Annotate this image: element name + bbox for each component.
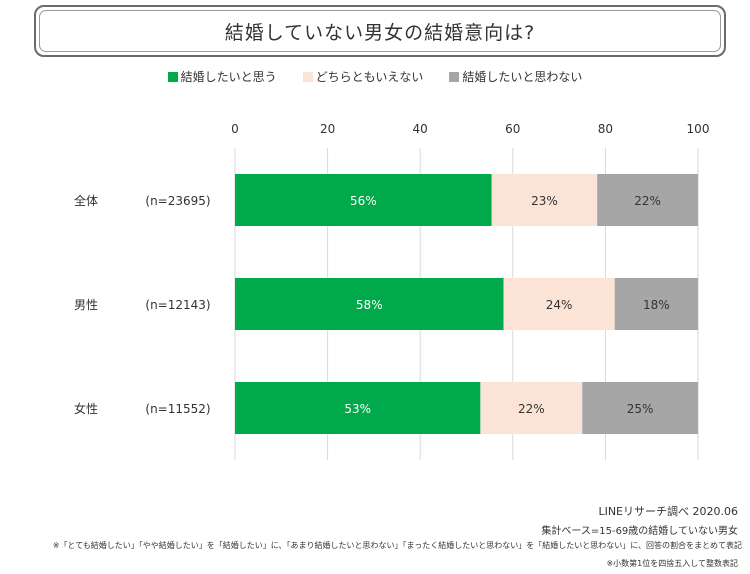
x-tick-label: 40 (413, 122, 428, 136)
bar-segment (235, 174, 492, 226)
footer-note-rounding: ※小数第1位を四捨五入して整数表記 (606, 559, 738, 568)
footer-source: LINEリサーチ調べ 2020.06 (598, 505, 738, 518)
data-label: 56% (350, 194, 377, 208)
x-tick-label: 20 (320, 122, 335, 136)
bar-segment (235, 382, 481, 434)
legend-item-neutral: どちらともいえない (302, 68, 424, 85)
legend: 結婚したいと思う どちらともいえない 結婚したいと思わない (0, 68, 750, 85)
bar-segment (503, 278, 615, 330)
title-box: 結婚していない男女の結婚意向は? (34, 5, 726, 57)
stacked-bar-chart: 0 20 40 60 80 100 全体 (n=23695) 56% 23% 22% 男性 (n=121… (74, 122, 710, 460)
bar-segment (582, 382, 698, 434)
legend-swatch-want (167, 71, 178, 82)
sample-size-label: (n=23695) (145, 194, 210, 208)
x-tick-label: 60 (505, 122, 520, 136)
legend-swatch-neutral (302, 71, 313, 82)
footer-note-grouping: ※「とても結婚したい」「やや結婚したい」を「結婚したい」に、「あまり結婚したいと… (52, 541, 742, 550)
footer-base: 集計ベース=15-69歳の結婚していない男女 (541, 526, 738, 537)
legend-swatch-not-want (449, 71, 460, 82)
x-tick-label: 80 (598, 122, 613, 136)
category-label: 全体 (74, 193, 98, 208)
legend-label-not-want: 結婚したいと思わない (462, 70, 583, 84)
data-label: 22% (634, 194, 661, 208)
legend-item-not-want: 結婚したいと思わない (449, 68, 582, 85)
bar-segment (235, 278, 504, 330)
bar-segment (597, 174, 698, 226)
sample-size-label: (n=11552) (145, 402, 210, 416)
data-label: 53% (344, 402, 371, 416)
x-tick-label: 100 (687, 122, 710, 136)
x-tick-label: 0 (231, 122, 239, 136)
data-label: 25% (627, 402, 654, 416)
data-label: 23% (531, 194, 558, 208)
data-label: 24% (546, 298, 573, 312)
sample-size-label: (n=12143) (145, 298, 210, 312)
category-label: 男性 (74, 298, 98, 312)
bar-segment (480, 382, 583, 434)
legend-label-want: 結婚したいと思う (180, 70, 277, 84)
data-label: 22% (518, 402, 545, 416)
data-label: 18% (643, 298, 670, 312)
category-label: 女性 (74, 401, 98, 416)
legend-label-neutral: どちらともいえない (315, 70, 424, 84)
data-label: 58% (356, 298, 383, 312)
legend-item-want: 結婚したいと思う (167, 68, 277, 85)
bar-segment (491, 174, 598, 226)
bar-segment (614, 278, 698, 330)
